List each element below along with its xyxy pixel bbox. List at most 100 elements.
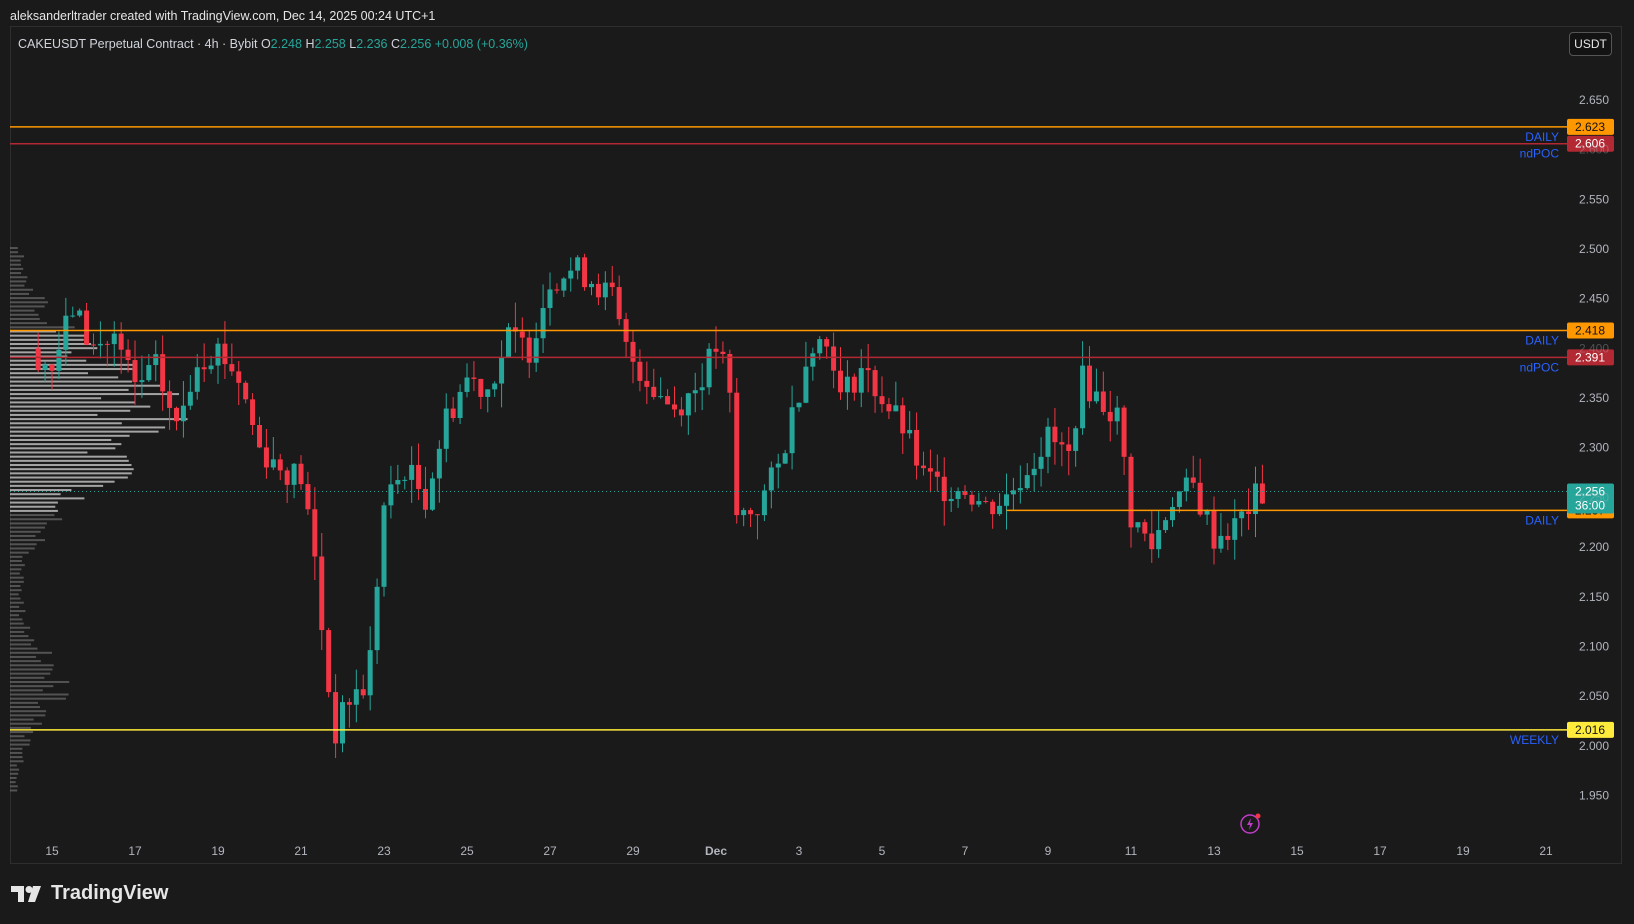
x-tick-label: 19 <box>1456 844 1470 858</box>
price-label-bg <box>1567 118 1614 135</box>
candle-body <box>1211 510 1217 549</box>
candle-body <box>658 396 664 398</box>
brand-logo: TradingView <box>11 882 168 905</box>
volume-profile-bar <box>10 731 34 734</box>
price-label: 2.623 <box>1575 120 1605 134</box>
candle-body <box>554 289 560 291</box>
volume-profile-bar <box>10 785 18 788</box>
candle-body <box>907 429 913 434</box>
volume-profile-bar <box>10 655 37 658</box>
volume-profile-bar <box>10 639 35 642</box>
x-tick-label: 23 <box>377 844 391 858</box>
candle-body <box>810 353 816 367</box>
volume-profile-bar <box>10 739 31 742</box>
volume-profile-bar <box>10 384 161 387</box>
candle-body <box>1197 482 1203 515</box>
volume-profile-bar <box>10 781 16 784</box>
volume-profile-bar <box>10 309 35 312</box>
low-value: 2.236 <box>356 37 388 51</box>
lightning-bolt-icon <box>1247 818 1253 830</box>
volume-profile-bar <box>10 405 151 408</box>
candle-body <box>506 327 511 358</box>
candle-body <box>1259 483 1265 504</box>
volume-profile-bar <box>10 643 32 646</box>
chart-credit: aleksanderltrader created with TradingVi… <box>10 9 436 23</box>
candle-body <box>589 283 594 288</box>
volume-profile-bar <box>10 601 24 604</box>
candle-body <box>1225 535 1231 540</box>
x-tick-label: 9 <box>1045 844 1052 858</box>
volume-profile-bar <box>10 313 39 316</box>
volume-profile-bar <box>10 630 25 633</box>
candle-body <box>1156 530 1162 550</box>
candle-body <box>575 257 581 271</box>
candle-body <box>934 471 940 477</box>
candle-body <box>1114 407 1120 422</box>
volume-profile-bar <box>10 267 24 270</box>
currency-button[interactable]: USDT <box>1569 32 1612 56</box>
candle-body <box>443 408 449 449</box>
candle-body <box>637 361 643 381</box>
volume-profile-bar <box>10 292 30 295</box>
candle-body <box>893 405 899 412</box>
lightning-icon[interactable] <box>1240 814 1260 834</box>
candle-body <box>1093 391 1099 402</box>
x-tick-label: 3 <box>796 844 803 858</box>
candle-body <box>1073 428 1079 451</box>
volume-profile-bar <box>10 743 30 746</box>
volume-profile-bar <box>10 259 21 262</box>
volume-profile-bar <box>10 605 20 608</box>
candle-body <box>1183 477 1189 492</box>
tradingview-logo-icon <box>11 885 41 902</box>
volume-profile-bar <box>10 301 48 304</box>
y-tick-label: 1.950 <box>1579 788 1609 802</box>
volume-profile-bar <box>10 610 26 613</box>
candle-body <box>450 408 456 419</box>
change-value: +0.008 (+0.36%) <box>434 37 528 51</box>
volume-profile-bar <box>10 380 132 383</box>
candle-body <box>665 396 671 405</box>
candle-body <box>1232 518 1238 540</box>
candle-body <box>187 391 193 406</box>
volume-profile-bar <box>10 430 159 433</box>
volume-profile-bar <box>10 497 85 500</box>
candle-body <box>990 501 996 515</box>
volume-profile-bar <box>10 564 25 567</box>
symbol-title[interactable]: CAKEUSDT Perpetual Contract · 4h · Bybit <box>18 37 258 51</box>
x-tick-label: 25 <box>460 844 474 858</box>
bar-countdown-label: 36:00 <box>1575 498 1605 512</box>
volume-profile-bar <box>10 409 131 412</box>
volume-profile-bar <box>10 501 58 504</box>
x-tick-label: 7 <box>962 844 969 858</box>
volume-profile-bar <box>10 297 45 300</box>
volume-profile-bar <box>10 647 38 650</box>
candle-body <box>208 365 214 370</box>
candle-body <box>215 343 221 366</box>
candle-body <box>367 650 373 696</box>
volume-profile-bar <box>10 509 58 512</box>
volume-profile-bar <box>10 547 35 550</box>
candle-body <box>997 505 1003 515</box>
last-price-label-bg <box>1567 483 1614 514</box>
volume-profile-bar <box>10 530 41 533</box>
candle-body <box>1170 506 1175 521</box>
volume-profile-bar <box>10 559 22 562</box>
volume-profile-bar <box>10 363 134 366</box>
x-tick-label: 21 <box>1539 844 1553 858</box>
candle-body <box>782 453 788 464</box>
volume-profile-bar <box>10 593 19 596</box>
volume-profile-bar <box>10 693 69 696</box>
y-tick-label: 2.650 <box>1579 93 1609 107</box>
candle-body <box>886 404 892 412</box>
candle-body <box>139 380 145 383</box>
volume-profile-bar <box>10 443 122 446</box>
candle-body <box>478 378 484 397</box>
candle-body <box>1246 511 1252 515</box>
volume-profile-bar <box>10 689 43 692</box>
volume-profile-bar <box>10 438 112 441</box>
price-label-bg <box>1567 349 1614 366</box>
candle-body <box>146 365 152 381</box>
volume-profile-bar <box>10 418 188 421</box>
candle-body <box>1024 475 1030 489</box>
